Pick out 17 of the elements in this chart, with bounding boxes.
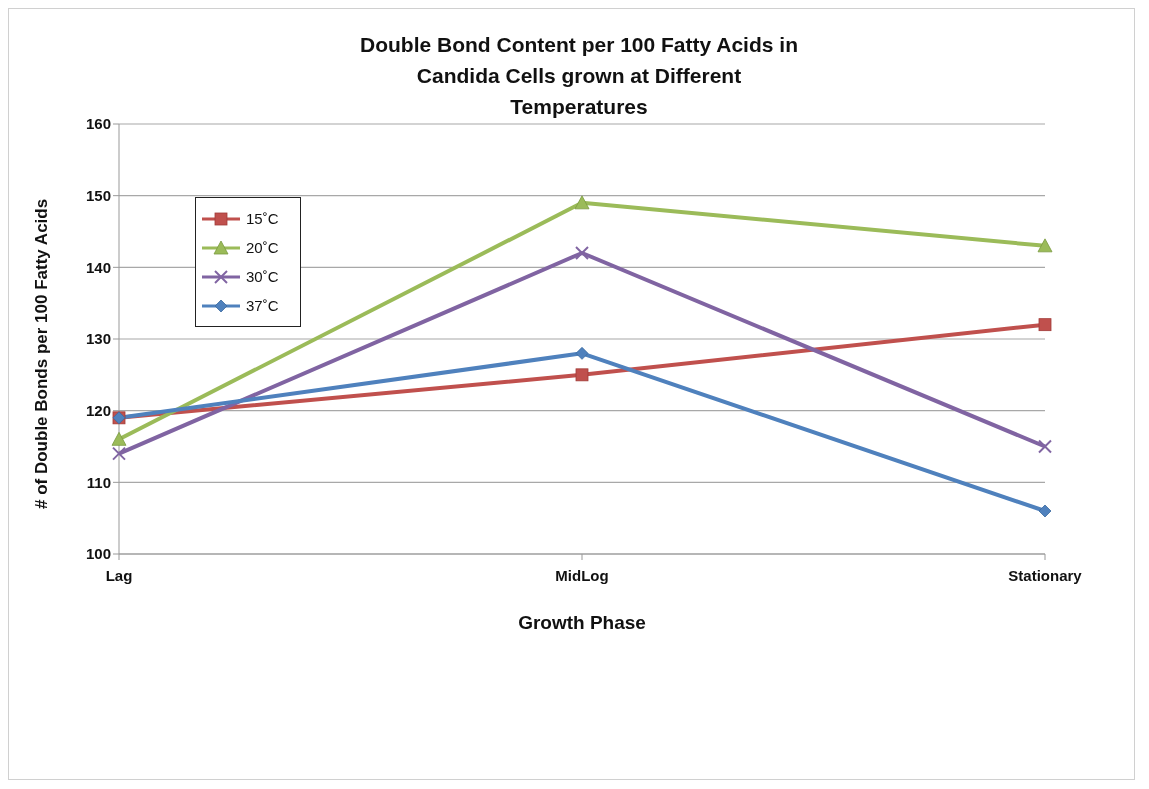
y-tick-label: 100 bbox=[85, 545, 111, 563]
legend-label: 15˚C bbox=[246, 210, 279, 227]
chart-title: Double Bond Content per 100 Fatty Acids in Candida Cells grown at Different Temperatures bbox=[359, 32, 799, 118]
legend-label: 20˚C bbox=[246, 239, 279, 256]
legend-label: 37˚C bbox=[246, 297, 279, 314]
x-tick-label: MidLog bbox=[555, 566, 609, 584]
x-tick-label: Stationary bbox=[1008, 566, 1083, 584]
y-tick-label: 160 bbox=[85, 115, 111, 133]
y-tick-label: 150 bbox=[85, 186, 111, 204]
y-tick-label: 120 bbox=[85, 401, 111, 419]
y-tick-label: 130 bbox=[85, 330, 111, 348]
legend-label: 30˚C bbox=[246, 268, 279, 285]
y-axis-title: # of Double Bonds per 100 Fatty Acids bbox=[32, 198, 52, 509]
x-axis-title: Growth Phase bbox=[518, 612, 646, 633]
x-tick-label: Lag bbox=[105, 566, 133, 584]
y-tick-label: 110 bbox=[86, 473, 111, 491]
y-tick-label: 140 bbox=[85, 258, 111, 276]
